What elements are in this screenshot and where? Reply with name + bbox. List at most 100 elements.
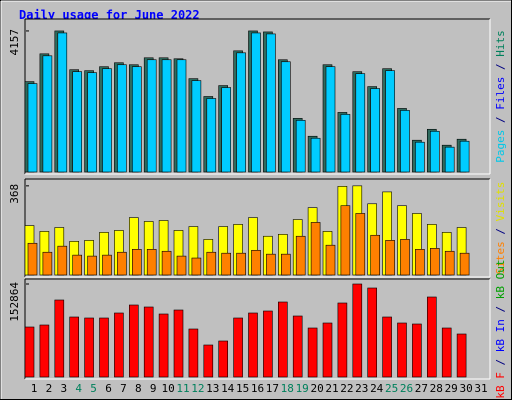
bar bbox=[295, 235, 306, 276]
series-label: Sites / Visits bbox=[494, 182, 507, 275]
x-tick-label: 8 bbox=[135, 382, 142, 395]
bar bbox=[161, 250, 172, 276]
bar bbox=[102, 254, 112, 276]
bar bbox=[325, 244, 336, 276]
series-label-part: Files bbox=[494, 77, 507, 110]
series-label-part: kB F bbox=[494, 372, 507, 399]
x-tick-label: 26 bbox=[400, 382, 413, 395]
x-tick-label: 4 bbox=[75, 382, 82, 395]
x-tick-label: 20 bbox=[310, 382, 323, 395]
bar bbox=[441, 327, 452, 378]
bar bbox=[87, 72, 97, 173]
bar bbox=[99, 317, 109, 378]
x-tick-label: 10 bbox=[161, 382, 174, 395]
x-tick-label: 6 bbox=[105, 382, 112, 395]
bar bbox=[117, 64, 127, 173]
bar bbox=[340, 205, 351, 276]
bar bbox=[337, 302, 348, 378]
bar bbox=[266, 33, 276, 173]
bar bbox=[57, 245, 68, 276]
bar bbox=[161, 59, 172, 173]
bar bbox=[39, 324, 50, 378]
bar bbox=[221, 252, 231, 276]
bar bbox=[72, 71, 82, 173]
x-tick-label: 19 bbox=[296, 382, 309, 395]
bar bbox=[352, 283, 363, 378]
bar bbox=[132, 66, 142, 173]
bar bbox=[54, 299, 65, 378]
bar bbox=[397, 322, 407, 378]
series-label-part: / bbox=[494, 299, 507, 319]
bar bbox=[102, 68, 112, 173]
bar bbox=[382, 316, 392, 378]
bar bbox=[400, 110, 410, 173]
bar bbox=[322, 322, 333, 378]
x-tick-label: 29 bbox=[445, 382, 458, 395]
bar bbox=[24, 326, 35, 378]
bar bbox=[69, 316, 79, 378]
series-label: kB F / kB In / kB Out bbox=[494, 259, 507, 398]
bar bbox=[236, 52, 246, 173]
x-tick-label: 2 bbox=[46, 382, 53, 395]
bar bbox=[117, 251, 127, 276]
bar bbox=[173, 309, 184, 378]
bar bbox=[310, 137, 321, 173]
x-tick-label: 30 bbox=[459, 382, 472, 395]
bar bbox=[72, 254, 82, 276]
x-tick-label: 1 bbox=[31, 382, 38, 395]
x-tick-label: 11 bbox=[176, 382, 189, 395]
x-tick-label: 28 bbox=[430, 382, 443, 395]
y-tick-label: 368 bbox=[8, 184, 21, 204]
bar bbox=[218, 340, 228, 378]
bar bbox=[429, 130, 440, 173]
bar bbox=[280, 61, 291, 173]
bar bbox=[459, 140, 470, 173]
bar bbox=[263, 310, 273, 378]
bar bbox=[370, 88, 381, 173]
bar bbox=[132, 249, 142, 276]
series-label-part: Pages bbox=[494, 130, 507, 163]
bar bbox=[307, 327, 318, 378]
series-label-part: kB In bbox=[494, 319, 507, 352]
bar bbox=[176, 59, 187, 173]
series-label-part: / bbox=[494, 221, 507, 241]
y-tick-label: 152864 bbox=[8, 282, 21, 322]
bar bbox=[27, 242, 38, 276]
bar bbox=[277, 301, 288, 378]
bar bbox=[206, 251, 217, 276]
bar bbox=[444, 250, 455, 276]
bar bbox=[191, 80, 202, 173]
bar bbox=[292, 315, 303, 378]
series-label-part: Sites bbox=[494, 241, 507, 274]
bar bbox=[385, 70, 395, 173]
bar bbox=[370, 234, 381, 276]
bar bbox=[295, 120, 306, 173]
bar bbox=[385, 240, 395, 276]
bar bbox=[176, 255, 187, 276]
bar bbox=[57, 32, 68, 173]
x-tick-label: 18 bbox=[281, 382, 294, 395]
x-tick-label: 14 bbox=[221, 382, 235, 395]
bar bbox=[84, 317, 94, 378]
bar bbox=[87, 255, 97, 276]
x-tick-label: 7 bbox=[120, 382, 127, 395]
x-tick-label: 27 bbox=[415, 382, 428, 395]
bar bbox=[206, 98, 217, 173]
series-label-part: Visits bbox=[494, 182, 507, 222]
bar bbox=[158, 313, 169, 378]
bar bbox=[415, 249, 425, 276]
bar bbox=[221, 87, 231, 173]
series-label-part: kB Out bbox=[494, 259, 507, 299]
bar bbox=[129, 304, 139, 378]
x-tick-label: 5 bbox=[90, 382, 97, 395]
series-label-part: / bbox=[494, 57, 507, 77]
bar bbox=[236, 252, 246, 276]
bar bbox=[266, 253, 276, 276]
series-label-part: / bbox=[494, 110, 507, 130]
x-tick-label: 16 bbox=[251, 382, 264, 395]
bar bbox=[400, 239, 410, 276]
series-label: Pages / Files / Hits bbox=[494, 30, 507, 163]
x-tick-label: 24 bbox=[370, 382, 384, 395]
bar bbox=[415, 141, 425, 173]
